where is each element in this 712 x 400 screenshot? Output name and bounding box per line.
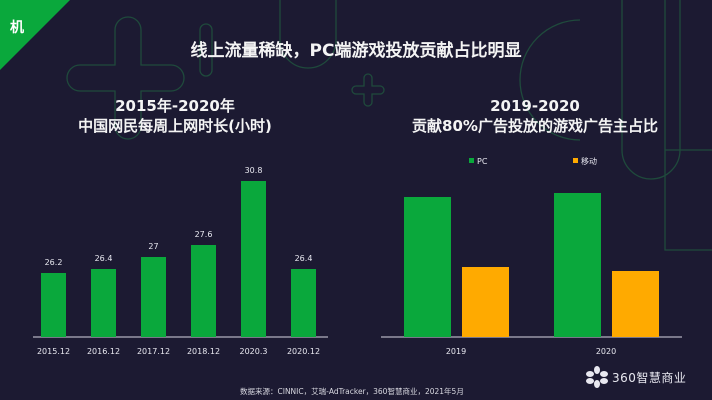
data-label: 26.4 bbox=[295, 254, 313, 263]
brand-logo: 360智慧商业 bbox=[586, 366, 686, 388]
bar-2019-mobile bbox=[462, 267, 509, 337]
rounded-shape-icon bbox=[621, 0, 681, 180]
flower-logo-icon bbox=[586, 366, 608, 388]
x-tick-label: 2019 bbox=[446, 347, 466, 356]
data-label: 27.6 bbox=[195, 230, 213, 239]
data-label: 26.2 bbox=[45, 258, 63, 267]
x-tick-label: 2016.12 bbox=[87, 347, 120, 356]
left-chart-title: 2015年-2020年 bbox=[115, 97, 235, 115]
x-tick-label: 2017.12 bbox=[137, 347, 170, 356]
bar-2019-pc bbox=[404, 197, 451, 337]
bar-2020-pc bbox=[554, 193, 601, 337]
legend-label: PC bbox=[477, 157, 488, 166]
x-tick-label: 2015.12 bbox=[37, 347, 70, 356]
x-tick-label: 2018.12 bbox=[187, 347, 220, 356]
x-tick-label: 2020.3 bbox=[240, 347, 268, 356]
left-chart-title-block: 2015年-2020年 中国网民每周上网时长(小时) bbox=[20, 96, 330, 136]
bar-2020-mobile bbox=[612, 271, 659, 337]
right-chart-title-block: 2019-2020 贡献80%广告投放的游戏广告主占比 bbox=[370, 96, 700, 136]
legend-swatch-pc bbox=[469, 158, 474, 163]
legend-label: 移动 bbox=[581, 156, 597, 166]
rounded-shape-icon bbox=[519, 19, 581, 141]
data-label: 26.4 bbox=[95, 254, 113, 263]
left-chart-subtitle: 中国网民每周上网时长(小时) bbox=[78, 117, 272, 135]
bar-2015.12 bbox=[41, 273, 66, 337]
rounded-shape-icon bbox=[199, 23, 213, 77]
corner-label: 机 bbox=[10, 20, 24, 36]
corner-ribbon bbox=[0, 0, 70, 70]
slide-title: 线上流量稀缺，PC端游戏投放贡献占比明显 bbox=[190, 41, 522, 61]
x-tick-label: 2020 bbox=[596, 347, 616, 356]
plus-shape-icon bbox=[66, 16, 185, 140]
right-chart-subtitle: 贡献80%广告投放的游戏广告主占比 bbox=[412, 117, 658, 135]
right-chart-title: 2019-2020 bbox=[490, 97, 580, 115]
data-source-note: 数据来源：CINNIC，艾瑞-AdTracker，360智慧商业，2021年5月 bbox=[240, 387, 464, 396]
plus-shape-icon bbox=[351, 73, 385, 107]
data-label: 27 bbox=[148, 242, 158, 251]
bar-2016.12 bbox=[91, 269, 116, 337]
bar-2020.12 bbox=[291, 269, 316, 337]
data-label: 30.8 bbox=[245, 166, 263, 175]
legend-swatch-mobile bbox=[573, 158, 578, 163]
logo-text: 360智慧商业 bbox=[612, 370, 687, 385]
bar-2017.12 bbox=[141, 257, 166, 337]
rounded-shape-icon bbox=[279, 0, 337, 69]
bar-2020.3 bbox=[241, 181, 266, 337]
bar-2018.12 bbox=[191, 245, 216, 337]
x-tick-label: 2020.12 bbox=[287, 347, 320, 356]
